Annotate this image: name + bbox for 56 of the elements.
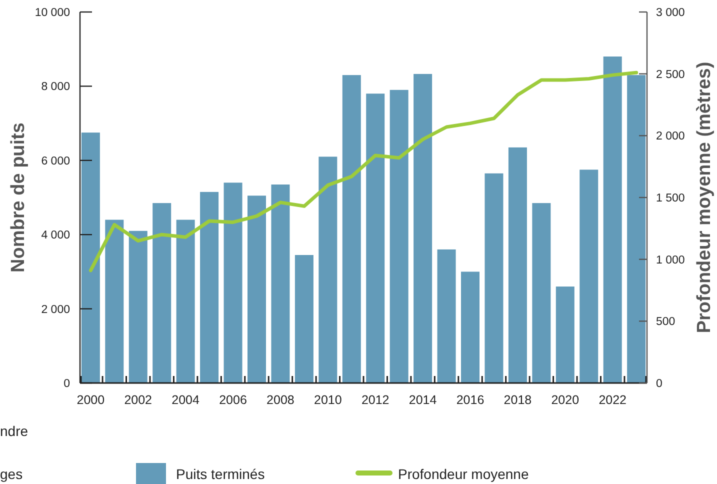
bar <box>390 90 408 383</box>
y2-tick-label: 1 500 <box>656 192 685 204</box>
bar <box>484 173 504 383</box>
bar <box>294 255 314 383</box>
bar <box>224 182 242 383</box>
x-tick-label: 2008 <box>266 393 294 407</box>
bar <box>461 272 480 383</box>
bar <box>366 94 385 383</box>
bar <box>271 184 290 383</box>
x-tick-label: 2014 <box>408 393 437 407</box>
bar <box>81 132 100 383</box>
line-series <box>88 70 638 272</box>
legend-label: Profondeur moyenne <box>398 466 529 482</box>
text: ges <box>0 466 23 482</box>
y-axis-title: Nombre de puits <box>8 122 29 272</box>
bar <box>556 286 574 383</box>
y-tick-label: 4 000 <box>41 230 70 242</box>
x-tick-label: 2022 <box>598 393 627 407</box>
x-tick-label: 2004 <box>172 393 200 407</box>
y2-tick-label: 500 <box>656 316 676 328</box>
y-tick-label: 6 000 <box>41 155 70 168</box>
x-tick-label: 2012 <box>361 393 390 407</box>
y2-tick-label: 2 000 <box>656 130 685 143</box>
y-tick-label: 8 000 <box>41 81 70 94</box>
y2-tick-label: 1 000 <box>656 254 685 266</box>
bar <box>508 147 527 383</box>
bar <box>176 220 195 383</box>
bar <box>105 220 124 383</box>
bar <box>627 75 646 383</box>
bar <box>152 203 172 383</box>
bar <box>247 196 266 383</box>
bar <box>342 75 361 383</box>
x-tick-label: 2020 <box>551 393 580 407</box>
bar <box>128 230 148 383</box>
y2-axis-title: Profondeur moyenne (mètres) <box>694 62 715 334</box>
bar <box>603 56 622 383</box>
bar <box>414 74 432 383</box>
y-tick-label: 2 000 <box>41 304 70 316</box>
bar <box>200 192 219 383</box>
x-tick-label: 2010 <box>314 393 342 407</box>
x-tick-label: 2018 <box>504 393 532 407</box>
y2-tick-label: 0 <box>656 378 662 390</box>
x-tick-label: 2016 <box>456 393 484 407</box>
x-tick-label: 2006 <box>219 393 247 407</box>
y-tick-label: 0 <box>64 378 70 390</box>
bar <box>318 156 338 383</box>
y2-tick-label: 3 000 <box>656 7 685 19</box>
legend-label: Puits terminés <box>176 466 265 482</box>
text: ndre <box>0 423 28 439</box>
x-tick-label: 2000 <box>76 393 105 407</box>
bar <box>532 203 551 383</box>
bar <box>580 170 598 383</box>
bar <box>437 249 456 383</box>
y2-tick-label: 2 500 <box>656 68 685 81</box>
y-tick-label: 10 000 <box>34 7 70 19</box>
x-tick-label: 2002 <box>124 393 152 407</box>
